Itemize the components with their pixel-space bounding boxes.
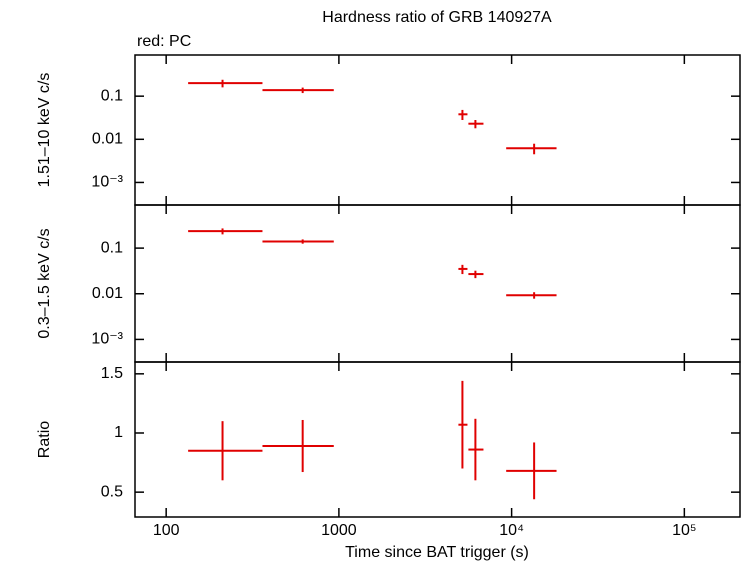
y-tick-label: 10⁻³ — [91, 174, 123, 191]
y-tick-label: 1.5 — [101, 365, 123, 382]
plot-frame — [134, 204, 741, 363]
y-tick-label: 0.1 — [101, 239, 123, 256]
y-tick-label: 1 — [114, 424, 123, 441]
subtitle: red: PC — [137, 33, 191, 50]
x-tick-label: 10⁵ — [672, 522, 696, 539]
y-tick-label: 0.01 — [92, 285, 123, 302]
plot-frame — [134, 361, 741, 518]
x-tick-label: 10⁴ — [499, 522, 524, 539]
y-tick-label: 0.1 — [101, 87, 123, 104]
x-tick-label: 1000 — [321, 522, 357, 539]
y-tick-label: 10⁻³ — [91, 331, 123, 348]
plot-frame — [134, 54, 741, 206]
y-axis-label: Ratio — [36, 421, 53, 458]
y-axis-label: 1.51–10 keV c/s — [36, 73, 53, 188]
y-tick-label: 0.5 — [101, 483, 123, 500]
x-tick-label: 100 — [153, 522, 180, 539]
y-tick-label: 0.01 — [92, 131, 123, 148]
y-axis-label: 0.3–1.5 keV c/s — [36, 228, 53, 338]
chart-title: Hardness ratio of GRB 140927A — [322, 9, 552, 26]
x-axis-label: Time since BAT trigger (s) — [345, 544, 529, 561]
